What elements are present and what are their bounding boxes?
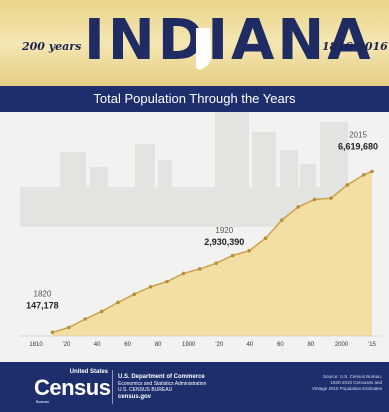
source-note: Source: U.S. Census Bureau, 1820-2010 Ce…: [270, 374, 382, 392]
annotation-value-1820: 147,178: [26, 300, 59, 310]
x-tick-label: 60: [277, 342, 284, 348]
annotation-value-1920: 2,930,390: [204, 237, 244, 247]
data-point-1890: [165, 279, 169, 284]
footer-divider: [112, 370, 113, 404]
data-point-1900: [181, 271, 186, 276]
x-tick-label: '15: [368, 342, 376, 348]
data-point-2010: [362, 173, 366, 177]
census-website-link[interactable]: census.gov: [118, 394, 152, 400]
x-tick-label: 2000: [335, 342, 349, 348]
annotation-year-2015: 2015: [349, 131, 367, 140]
data-point-1880: [148, 285, 153, 289]
data-point-1850: [99, 309, 104, 314]
x-tick-label: 80: [155, 342, 162, 348]
x-tick-label: 40: [94, 342, 101, 348]
data-point-1980: [312, 197, 317, 202]
x-tick-label: 1900: [182, 342, 196, 348]
data-point-1830: [67, 325, 71, 330]
source-line-2: 1820-2010 Censuses and: [330, 380, 382, 385]
data-point-1870: [132, 292, 137, 296]
data-point-1960: [280, 218, 284, 222]
x-tick-label: 40: [246, 342, 253, 348]
data-point-1840: [83, 317, 87, 321]
source-line-3: Vintage 2015 Population Estimates: [312, 386, 382, 391]
data-point-2000: [345, 183, 350, 187]
annotation-year-1920: 1920: [215, 226, 233, 235]
annotation-value-2015: 6,619,680: [338, 142, 378, 152]
header-banner: 200 years INDIANA 1816-2016: [0, 0, 389, 86]
chart-title: Total Population Through the Years: [93, 91, 296, 106]
year-range-label: 1816-2016: [322, 40, 388, 53]
source-line-1: Source: U.S. Census Bureau,: [322, 374, 382, 379]
chart-area: 1810 '20 40 60 80 1900 '20 40 60 80 2000 '15 1820 14…: [0, 112, 389, 362]
data-point-2015: [370, 169, 374, 174]
data-point-1820: [50, 330, 55, 335]
data-point-1950: [263, 236, 268, 240]
indiana-state-icon: [196, 28, 211, 70]
population-chart: 1810 '20 40 60 80 1900 '20 40 60 80 2000 '15 1820 14…: [20, 112, 382, 348]
x-tick-label: '20: [63, 342, 71, 348]
census-logo-bureau: Bureau: [36, 399, 49, 404]
census-logo-text: Census: [34, 375, 111, 400]
dept-line-2: Economics and Statistics Administration: [118, 381, 207, 387]
data-point-1860: [116, 300, 120, 305]
subtitle-band: Total Population Through the Years: [0, 86, 389, 112]
annotation-year-1820: 1820: [34, 289, 52, 298]
census-logo: United States Census Bureau: [34, 369, 111, 405]
dept-line-3: U.S. CENSUS BUREAU: [118, 387, 173, 393]
census-logo-small-text: United States: [69, 369, 108, 375]
data-point-1930: [230, 253, 235, 258]
x-tick-label: 80: [308, 342, 315, 348]
anniversary-label: 200 years: [22, 40, 82, 53]
data-point-1970: [296, 205, 301, 209]
dept-line-1: U.S. Department of Commerce: [118, 374, 205, 380]
department-info: U.S. Department of Commerce Economics an…: [118, 373, 268, 401]
data-point-1940: [247, 249, 251, 253]
footer: United States Census Bureau U.S. Departm…: [0, 362, 389, 412]
data-point-1920: [214, 261, 219, 265]
x-tick-label: 60: [124, 342, 131, 348]
x-tick-label: 1810: [29, 342, 43, 348]
data-point-1990: [329, 196, 333, 200]
x-tick-label: '20: [215, 342, 223, 348]
data-point-1910: [198, 267, 202, 271]
